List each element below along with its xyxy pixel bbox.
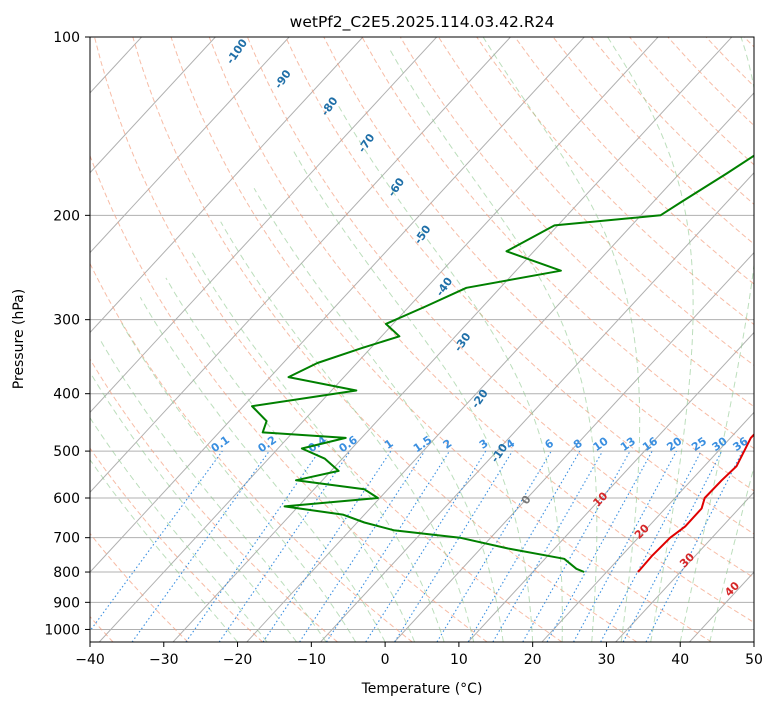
- dry-adiabat: [170, 37, 712, 642]
- moist-adiabat: [292, 149, 534, 642]
- y-tick-label: 1000: [44, 622, 80, 638]
- x-tick-label: 0: [381, 652, 390, 668]
- moist-adiabat: [607, 37, 694, 642]
- x-tick-label: −10: [297, 652, 327, 668]
- isotherm-gridline: [541, 411, 754, 642]
- temperature-line: [637, 433, 754, 573]
- plot-frame: [89, 36, 755, 643]
- mixing-ratio-line: [522, 450, 631, 642]
- dewpoint-line: [251, 154, 754, 573]
- moist-adiabat: [482, 37, 641, 642]
- dry-adiabat: [90, 154, 488, 642]
- moist-adiabat: [165, 277, 416, 642]
- isotherm-gridline: [172, 37, 733, 642]
- y-tick-label: 600: [53, 491, 80, 507]
- y-tick-label: 800: [53, 565, 80, 581]
- isotherm-gridline: [246, 92, 754, 642]
- isotherm-gridline: [90, 37, 364, 334]
- moist-adiabat: [90, 371, 297, 642]
- isotherm-gridline: [90, 37, 290, 254]
- plot-area: 0.1 0.2 0.4 0.6 1 1.5 2 3 4 6 8 10 13 16 20 25 30 36-100-…: [90, 37, 754, 642]
- x-tick-label: 10: [450, 652, 468, 668]
- moist-adiabat: [139, 297, 386, 642]
- moist-adiabat: [191, 251, 445, 642]
- dry-adiabat: [361, 37, 754, 450]
- isotherm-gridline: [90, 37, 585, 573]
- dry-adiabat: [90, 262, 413, 642]
- x-tick-label: −30: [149, 652, 179, 668]
- isotherm-gridline: [319, 172, 754, 642]
- dry-adiabat: [208, 37, 754, 624]
- y-tick-label: 100: [53, 30, 80, 46]
- y-axis: 100 200 300 400 500 600 700 800 900 1000: [44, 30, 90, 638]
- x-tick-label: −20: [223, 652, 253, 668]
- dry-adiabat: [514, 37, 754, 285]
- mixing-ratio-line: [325, 450, 450, 642]
- moist-adiabat: [389, 49, 598, 642]
- x-tick-label: 30: [598, 652, 616, 668]
- y-tick-label: 200: [53, 208, 80, 224]
- moist-adiabat: [100, 340, 327, 642]
- dry-adiabat: [90, 447, 263, 642]
- y-tick-label: 900: [53, 595, 80, 611]
- dry-adiabat: [90, 358, 338, 642]
- x-tick-label: −40: [75, 652, 105, 668]
- dry-adiabat: [438, 37, 754, 366]
- dry-adiabat: [90, 532, 189, 642]
- x-tick-label: 20: [524, 652, 542, 668]
- x-tick-label: 40: [671, 652, 689, 668]
- y-tick-label: 700: [53, 531, 80, 547]
- dry-adiabat: [285, 37, 754, 535]
- dry-adiabat: [94, 37, 563, 642]
- isotherm-gridline: [90, 37, 438, 414]
- x-axis: −40 −30 −20 −10 0 10 20 30 40 50: [75, 642, 763, 668]
- moist-adiabat: [119, 319, 357, 642]
- moist-adiabat: [90, 416, 268, 642]
- isotherm-gridline: [90, 37, 512, 493]
- isotherm-gridline: [615, 491, 754, 642]
- y-tick-label: 400: [53, 387, 80, 403]
- y-axis-label: Pressure (hPa): [11, 289, 27, 389]
- mixing-ratio-line: [436, 450, 552, 642]
- mixing-ratio-line: [573, 450, 677, 642]
- x-tick-label: 50: [745, 652, 763, 668]
- mixing-ratio-line: [467, 450, 581, 642]
- mixing-ratio-line: [546, 450, 653, 642]
- moist-adiabat: [337, 104, 563, 642]
- mixing-ratio-line: [492, 450, 604, 642]
- moist-adiabat: [679, 37, 754, 642]
- moist-adiabat: [90, 458, 238, 642]
- y-tick-label: 500: [53, 444, 80, 460]
- mixing-ratio-line: [394, 450, 513, 642]
- dry-adiabat: [246, 37, 754, 579]
- moist-adiabat: [709, 465, 754, 642]
- mixing-ratio-line: [365, 450, 487, 642]
- moist-adiabat: [220, 221, 475, 642]
- isotherm-gridline: [90, 37, 217, 174]
- x-axis-label: Temperature (°C): [361, 681, 483, 697]
- chart-title: wetPf2_C2E5.2025.114.03.42.R24: [290, 13, 555, 32]
- dry-adiabat: [132, 37, 637, 642]
- moist-adiabat: [253, 187, 504, 642]
- y-tick-label: 300: [53, 313, 80, 329]
- mixing-ratio-line: [218, 450, 351, 642]
- isotherm-gridline: [98, 37, 659, 642]
- isotherm-gridline: [467, 331, 754, 642]
- mixing-ratio-line: [185, 450, 320, 642]
